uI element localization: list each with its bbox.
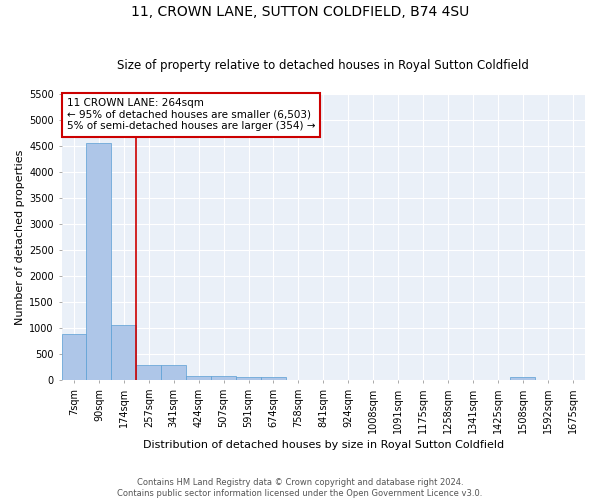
Text: 11, CROWN LANE, SUTTON COLDFIELD, B74 4SU: 11, CROWN LANE, SUTTON COLDFIELD, B74 4S…	[131, 5, 469, 19]
Bar	[136, 365, 161, 380]
Text: 11 CROWN LANE: 264sqm
← 95% of detached houses are smaller (6,503)
5% of semi-de: 11 CROWN LANE: 264sqm ← 95% of detached …	[67, 98, 315, 132]
Text: Contains HM Land Registry data © Crown copyright and database right 2024.
Contai: Contains HM Land Registry data © Crown c…	[118, 478, 482, 498]
Bar	[112, 325, 136, 380]
Bar	[211, 376, 236, 380]
Bar	[161, 366, 186, 380]
Bar	[510, 377, 535, 380]
Bar	[261, 377, 286, 380]
Bar	[62, 334, 86, 380]
Bar	[236, 378, 261, 380]
X-axis label: Distribution of detached houses by size in Royal Sutton Coldfield: Distribution of detached houses by size …	[143, 440, 504, 450]
Y-axis label: Number of detached properties: Number of detached properties	[15, 150, 25, 324]
Bar	[186, 376, 211, 380]
Title: Size of property relative to detached houses in Royal Sutton Coldfield: Size of property relative to detached ho…	[118, 59, 529, 72]
Bar	[86, 143, 112, 380]
